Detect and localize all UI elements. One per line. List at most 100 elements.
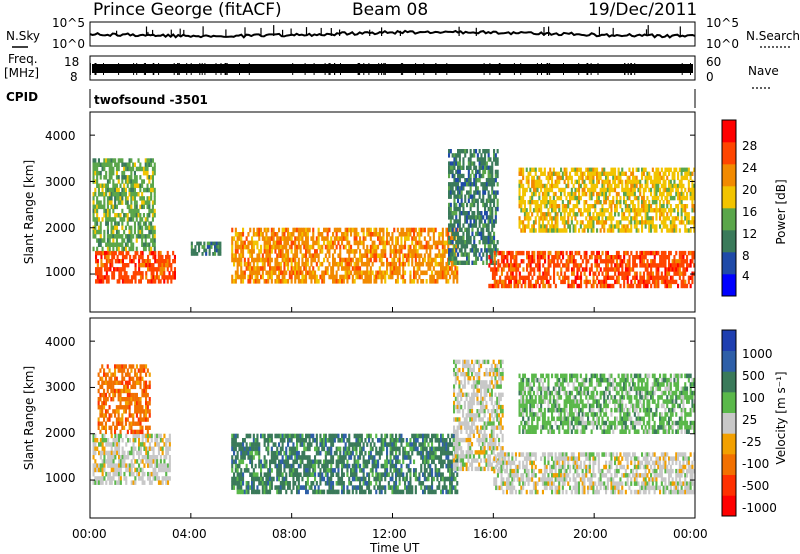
heatmap-cell [527, 259, 530, 264]
heatmap-cell [686, 263, 689, 268]
heatmap-cell [138, 263, 141, 268]
heatmap-cell [294, 270, 297, 276]
heatmap-cell [414, 253, 417, 258]
heatmap-cell [265, 249, 268, 254]
velocity-heatmap [92, 359, 696, 495]
heatmap-cell [148, 200, 151, 205]
heatmap-cell [148, 455, 151, 460]
heatmap-cell [650, 263, 653, 268]
heatmap-cell [111, 259, 114, 264]
heatmap-cell [588, 208, 591, 213]
heatmap-cell [585, 224, 588, 229]
heatmap-cell [606, 183, 609, 189]
heatmap-cell [590, 167, 593, 172]
heatmap-cell [312, 240, 315, 246]
heatmap-cell [462, 240, 465, 245]
heatmap-cell [112, 459, 115, 464]
heatmap-cell [260, 232, 263, 237]
heatmap-cell [675, 167, 678, 172]
heatmap-cell [314, 274, 317, 280]
heatmap-cell [104, 254, 107, 260]
heatmap-cell [143, 442, 146, 447]
heatmap-cell [635, 228, 638, 233]
heatmap-cell [496, 240, 499, 245]
heatmap-cell [476, 206, 479, 212]
heatmap-cell [628, 208, 631, 213]
heatmap-cell [238, 489, 241, 495]
heatmap-cell [511, 271, 514, 276]
heatmap-cell [633, 179, 636, 185]
heatmap-cell [103, 229, 106, 235]
heatmap-cell [579, 208, 582, 213]
heatmap-cell [106, 409, 109, 414]
heatmap-cell [249, 266, 252, 271]
heatmap-cell [606, 250, 609, 256]
heatmap-cell [420, 227, 423, 233]
heatmap-cell [502, 263, 505, 268]
heatmap-cell [118, 442, 121, 447]
heatmap-cell [251, 266, 254, 271]
heatmap-cell [112, 187, 115, 193]
heatmap-cell [493, 244, 496, 249]
heatmap-cell [513, 283, 516, 289]
heatmap-cell [130, 463, 133, 468]
heatmap-cell [642, 255, 645, 260]
heatmap-cell [203, 248, 206, 253]
heatmap-cell [438, 261, 441, 267]
heatmap-cell [146, 213, 149, 218]
heatmap-cell [502, 279, 505, 285]
heatmap-cell [364, 279, 367, 284]
heatmap-cell [96, 238, 99, 243]
heatmap-cell [489, 231, 492, 237]
heatmap-cell [684, 187, 687, 193]
heatmap-cell [574, 216, 577, 221]
heatmap-cell [104, 397, 107, 402]
heatmap-cell [552, 228, 555, 233]
heatmap-cell [558, 208, 561, 213]
heatmap-cell [94, 221, 97, 226]
heatmap-cell [494, 206, 497, 212]
heatmap-cell [101, 450, 104, 456]
heatmap-cell [240, 261, 243, 267]
heatmap-cell [380, 227, 383, 233]
heatmap-cell [648, 171, 651, 176]
heatmap-cell [662, 191, 665, 197]
heatmap-cell [278, 227, 281, 233]
heatmap-cell [453, 206, 456, 212]
heatmap-cell [646, 283, 649, 289]
heatmap-cell [671, 267, 674, 272]
heatmap-cell [554, 171, 557, 176]
heatmap-cell [115, 196, 118, 201]
heatmap-cell [534, 216, 537, 221]
heatmap-cell [655, 195, 658, 201]
heatmap-cell [458, 260, 461, 265]
heatmap-cell [398, 266, 401, 271]
heatmap-cell [115, 417, 118, 422]
heatmap-cell [466, 260, 469, 265]
heatmap-cell [520, 283, 523, 289]
heatmap-cell [96, 263, 99, 268]
heatmap-cell [172, 271, 175, 276]
heatmap-cell [337, 266, 340, 271]
heatmap-cell [556, 204, 559, 209]
heatmap-cell [418, 261, 421, 267]
heatmap-cell [105, 221, 108, 226]
heatmap-cell [458, 227, 461, 232]
heatmap-cell [540, 179, 543, 185]
heatmap-cell [556, 175, 559, 181]
heatmap-cell [124, 384, 127, 390]
heatmap-cell [487, 206, 490, 212]
heatmap-cell [689, 259, 692, 264]
heatmap-cell [682, 271, 685, 276]
heatmap-cell [541, 224, 544, 229]
heatmap-cell [378, 232, 381, 237]
heatmap-cell [522, 208, 525, 213]
heatmap-cell [261, 232, 264, 237]
heatmap-cell [126, 234, 129, 239]
heatmap-cell [104, 376, 107, 381]
heatmap-cell [666, 283, 669, 289]
heatmap-cell [467, 211, 470, 216]
heatmap-cell [513, 259, 516, 264]
heatmap-cell [551, 208, 554, 213]
heatmap-cell [101, 471, 104, 477]
